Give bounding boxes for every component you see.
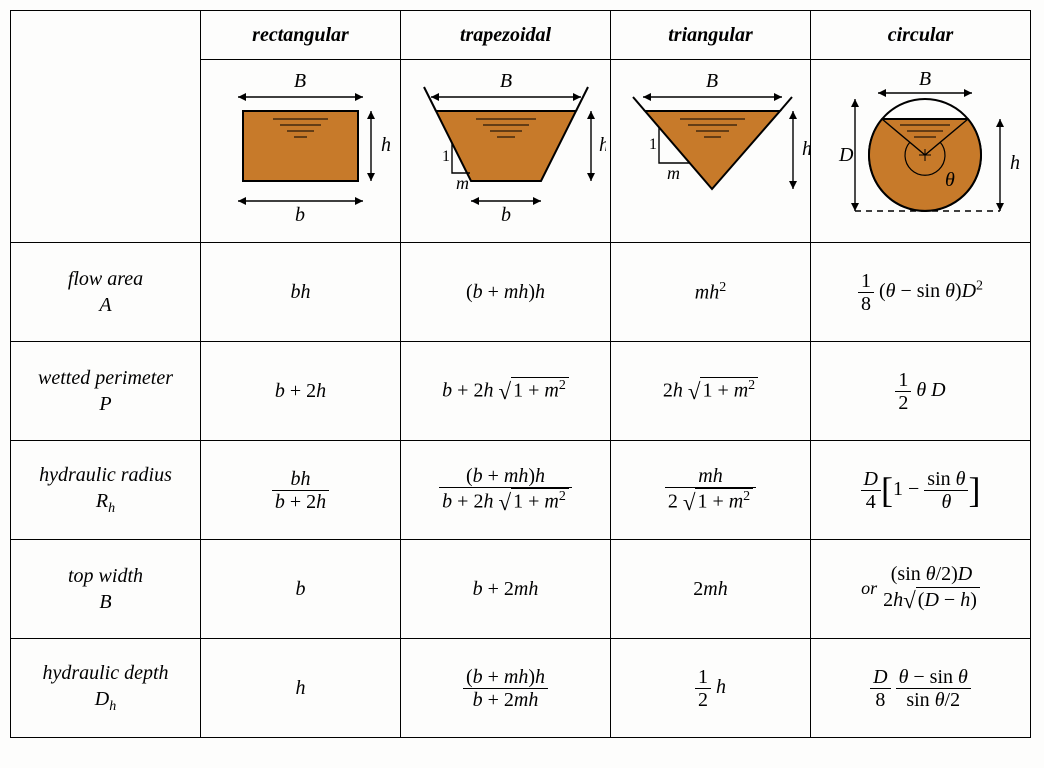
svg-text:m: m — [456, 173, 469, 193]
rowhdr-top_width: top widthB — [11, 540, 201, 639]
tri-channel-icon — [645, 111, 780, 189]
label-h: h — [381, 134, 391, 156]
diagram-trapezoidal: B 1 m — [401, 60, 611, 243]
cell-flow_area-rectangular: bh — [201, 243, 401, 342]
cell-flow_area-trapezoidal: (b + mh)h — [401, 243, 611, 342]
row-hydraulic_depth: hydraulic depthDhh(b + mh)hb + 2mh12 hD8… — [11, 639, 1031, 738]
colhdr-rectangular: rectangular — [201, 11, 401, 60]
svg-text:B: B — [499, 71, 511, 92]
svg-text:h: h — [802, 138, 810, 160]
channel-geometry-table: rectangular trapezoidal triangular circu… — [10, 10, 1031, 738]
colhdr-circular: circular — [811, 11, 1031, 60]
cell-top_width-rectangular: b — [201, 540, 401, 639]
row-top_width: top widthBbb + 2mh2mhor(sin θ/2)D2h√(D −… — [11, 540, 1031, 639]
rowhdr-wetted_perimeter: wetted perimeterP — [11, 342, 201, 441]
trap-channel-icon — [436, 111, 576, 181]
diagram-rectangular: B h — [201, 60, 401, 243]
cell-top_width-triangular: 2mh — [611, 540, 811, 639]
cell-hydraulic_radius-rectangular: bhb + 2h — [201, 441, 401, 540]
cell-wetted_perimeter-trapezoidal: b + 2h √1 + m2 — [401, 342, 611, 441]
header-row: rectangular trapezoidal triangular circu… — [11, 11, 1031, 60]
svg-text:1: 1 — [649, 136, 657, 153]
svg-text:h: h — [599, 134, 606, 156]
cell-hydraulic_depth-trapezoidal: (b + mh)hb + 2mh — [401, 639, 611, 738]
cell-wetted_perimeter-triangular: 2h √1 + m2 — [611, 342, 811, 441]
cell-hydraulic_depth-rectangular: h — [201, 639, 401, 738]
cell-wetted_perimeter-rectangular: b + 2h — [201, 342, 401, 441]
rowhdr-hydraulic_depth: hydraulic depthDh — [11, 639, 201, 738]
cell-wetted_perimeter-circular: 12 θ D — [811, 342, 1031, 441]
cell-hydraulic_radius-circular: D4[1 − sin θθ] — [811, 441, 1031, 540]
svg-text:B: B — [706, 71, 718, 92]
cell-hydraulic_radius-trapezoidal: (b + mh)hb + 2h √1 + m2 — [401, 441, 611, 540]
row-wetted_perimeter: wetted perimeterPb + 2hb + 2h √1 + m22h … — [11, 342, 1031, 441]
formula-body: flow areaAbh(b + mh)hmh218 (θ − sin θ)D2… — [11, 243, 1031, 738]
svg-text:m: m — [667, 163, 680, 183]
cell-hydraulic_depth-triangular: 12 h — [611, 639, 811, 738]
svg-text:θ: θ — [945, 169, 955, 191]
svg-text:D: D — [838, 144, 854, 166]
row-flow_area: flow areaAbh(b + mh)hmh218 (θ − sin θ)D2 — [11, 243, 1031, 342]
cell-top_width-circular: or(sin θ/2)D2h√(D − h) — [811, 540, 1031, 639]
cell-hydraulic_radius-triangular: mh2 √1 + m2 — [611, 441, 811, 540]
colhdr-triangular: triangular — [611, 11, 811, 60]
rowhdr-hydraulic_radius: hydraulic radiusRh — [11, 441, 201, 540]
diagram-circular: B θ — [811, 60, 1031, 243]
svg-text:h: h — [1010, 152, 1020, 174]
cell-flow_area-circular: 18 (θ − sin θ)D2 — [811, 243, 1031, 342]
label-B: B — [294, 71, 306, 92]
svg-text:b: b — [501, 204, 511, 226]
cell-flow_area-triangular: mh2 — [611, 243, 811, 342]
colhdr-trapezoidal: trapezoidal — [401, 11, 611, 60]
cell-top_width-trapezoidal: b + 2mh — [401, 540, 611, 639]
svg-text:B: B — [919, 71, 931, 90]
row-hydraulic_radius: hydraulic radiusRhbhb + 2h(b + mh)hb + 2… — [11, 441, 1031, 540]
diagram-triangular: B 1 m — [611, 60, 811, 243]
svg-text:1: 1 — [442, 148, 450, 165]
rowhdr-flow_area: flow areaA — [11, 243, 201, 342]
rect-channel-icon — [243, 111, 358, 181]
corner-cell — [11, 11, 201, 243]
cell-hydraulic_depth-circular: D8 θ − sin θsin θ/2 — [811, 639, 1031, 738]
label-b: b — [295, 204, 305, 226]
